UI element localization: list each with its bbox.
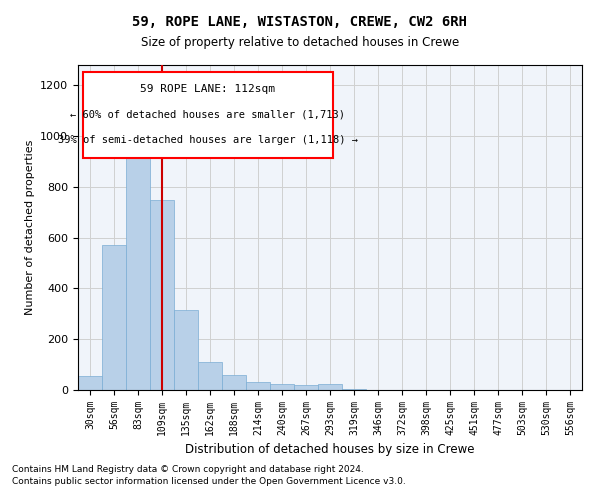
Bar: [342, 388, 366, 390]
FancyBboxPatch shape: [83, 72, 332, 158]
X-axis label: Distribution of detached houses by size in Crewe: Distribution of detached houses by size …: [185, 444, 475, 456]
Text: 39% of semi-detached houses are larger (1,118) →: 39% of semi-detached houses are larger (…: [58, 136, 358, 145]
Bar: [198, 362, 222, 390]
Bar: [150, 200, 174, 390]
Bar: [246, 382, 270, 390]
Text: Contains public sector information licensed under the Open Government Licence v3: Contains public sector information licen…: [12, 477, 406, 486]
Text: 59 ROPE LANE: 112sqm: 59 ROPE LANE: 112sqm: [140, 84, 275, 94]
Bar: [102, 246, 126, 390]
Text: 59, ROPE LANE, WISTASTON, CREWE, CW2 6RH: 59, ROPE LANE, WISTASTON, CREWE, CW2 6RH: [133, 16, 467, 30]
Text: Contains HM Land Registry data © Crown copyright and database right 2024.: Contains HM Land Registry data © Crown c…: [12, 466, 364, 474]
Bar: [318, 384, 342, 390]
Y-axis label: Number of detached properties: Number of detached properties: [25, 140, 35, 315]
Text: ← 60% of detached houses are smaller (1,713): ← 60% of detached houses are smaller (1,…: [70, 110, 345, 120]
Bar: [270, 384, 294, 390]
Bar: [222, 375, 246, 390]
Text: Size of property relative to detached houses in Crewe: Size of property relative to detached ho…: [141, 36, 459, 49]
Bar: [294, 385, 318, 390]
Bar: [78, 376, 102, 390]
Bar: [126, 113, 150, 390]
Bar: [174, 310, 198, 390]
